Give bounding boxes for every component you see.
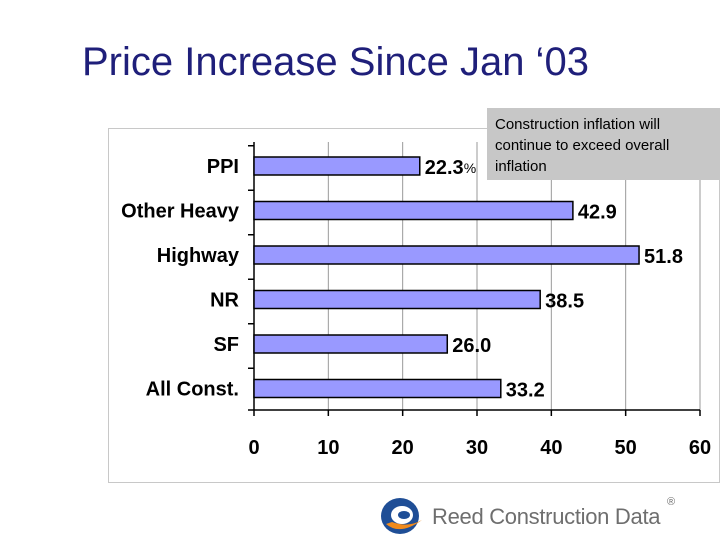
bar — [253, 156, 421, 176]
bar — [253, 200, 574, 221]
annotation-callout: Construction inflation will continue to … — [487, 108, 720, 180]
x-tick-label: 20 — [392, 437, 414, 459]
category-label: All Const. — [146, 379, 239, 401]
registered-mark: ® — [667, 496, 676, 508]
x-tick-label: 30 — [466, 437, 488, 459]
x-tick-label: 10 — [317, 437, 339, 459]
value-label: 42.9 — [578, 202, 617, 224]
x-tick-label: 50 — [615, 437, 637, 459]
value-label: 26.0 — [452, 335, 491, 357]
value-label: 51.8 — [644, 246, 683, 268]
unit-label: % — [464, 160, 476, 176]
bar — [253, 378, 502, 399]
category-label: PPI — [207, 156, 239, 178]
slide-title: Price Increase Since Jan ‘03 — [82, 40, 589, 84]
category-label: Highway — [157, 245, 240, 267]
reed-logo: Reed Construction Data ® — [378, 494, 678, 538]
value-label: 38.5 — [545, 291, 584, 313]
category-label: NR — [210, 290, 239, 312]
x-tick-label: 0 — [248, 437, 259, 459]
category-label: SF — [213, 334, 239, 356]
value-label: 33.2 — [506, 380, 545, 402]
category-label: Other Heavy — [121, 201, 240, 223]
bar — [253, 289, 541, 310]
x-tick-label: 60 — [689, 437, 711, 459]
logo-text: Reed Construction Data — [432, 504, 661, 529]
bar — [253, 245, 640, 265]
bar — [253, 334, 449, 354]
value-label: 22.3 — [425, 157, 464, 179]
reed-logo-icon — [381, 498, 422, 534]
x-tick-label: 40 — [540, 437, 562, 459]
